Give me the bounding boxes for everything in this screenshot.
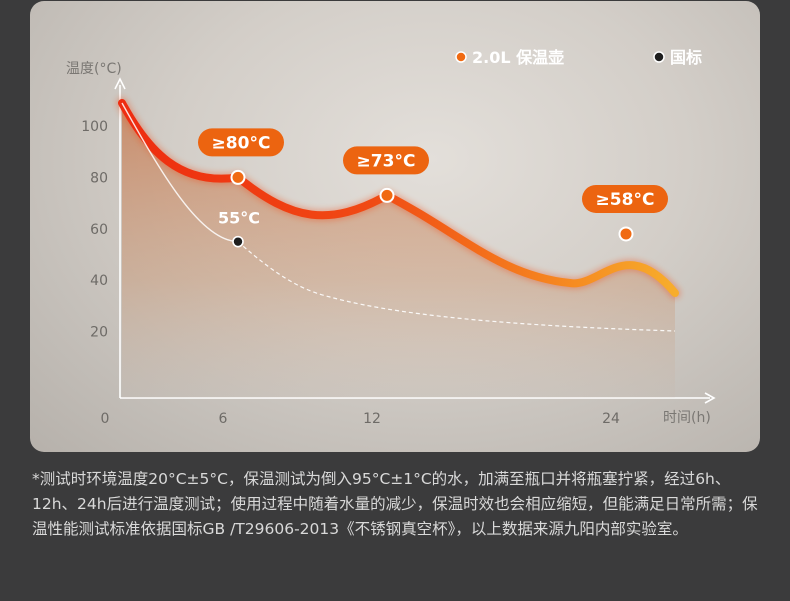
data-label-badge	[198, 128, 284, 157]
x-tick-label: 24	[602, 411, 620, 427]
y-axis-arrow	[114, 77, 126, 90]
x-axis-arrow	[704, 392, 716, 404]
x-axis-title: 时间(h)	[663, 410, 711, 426]
legend-label-standard: 国标	[670, 48, 702, 67]
chart-panel: 温度(°C) 时间(h) 100 80 60 40 20 0 6 12 24 ≥80°C ≥73°C ≥5…	[30, 1, 760, 452]
data-point-2l	[379, 187, 395, 203]
y-tick-label: 80	[90, 170, 108, 186]
data-label-2l: ≥73°C	[357, 151, 416, 171]
y-tick-label: 40	[90, 273, 108, 289]
y-tick-label: 100	[81, 119, 108, 135]
data-point-standard	[232, 235, 244, 248]
footnote: *测试时环境温度20°C±5°C，保温测试为倒入95°C±1°C的水，加满至瓶口…	[32, 470, 758, 538]
y-tick-label: 20	[90, 325, 108, 341]
y-axis-title: 温度(°C)	[66, 61, 122, 77]
data-point-2l	[230, 169, 246, 185]
x-tick-label: 6	[219, 411, 228, 427]
data-label-2l: ≥58°C	[596, 190, 655, 210]
data-label-badge	[343, 146, 429, 175]
series-line-standard-projection	[237, 241, 676, 332]
x-tick-label: 0	[101, 411, 110, 427]
data-label-2l: ≥80°C	[212, 133, 271, 153]
legend-marker-standard	[653, 51, 665, 63]
data-label-badge	[582, 184, 668, 213]
legend-marker-2l	[455, 51, 467, 63]
x-tick-label: 12	[363, 411, 381, 427]
series-line-standard	[121, 102, 239, 243]
y-tick-label: 60	[90, 222, 108, 238]
temperature-chart: 温度(°C) 时间(h) 100 80 60 40 20 0 6 12 24 ≥80°C ≥73°C ≥5…	[66, 48, 716, 427]
data-point-2l	[618, 226, 634, 242]
data-label-standard: 55°C	[218, 209, 260, 228]
legend-label-2l: 2.0L 保温壶	[472, 48, 564, 67]
